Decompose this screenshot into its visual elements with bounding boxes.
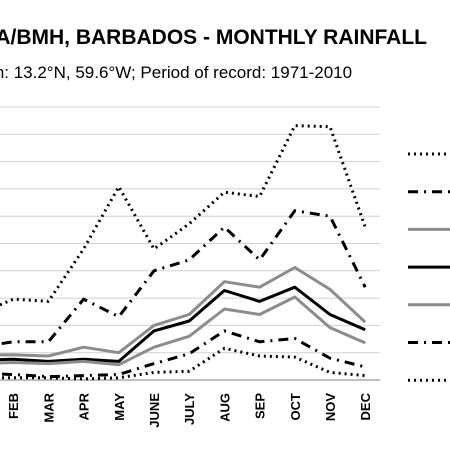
x-tick-label: JULY — [182, 393, 197, 425]
x-tick-label: DEC — [358, 392, 373, 420]
series-lines — [0, 124, 367, 381]
chart-title: GAIA/BMH, BARBADOS - MONTHLY RAINFALL — [0, 26, 427, 49]
series-line-1 — [0, 124, 367, 307]
x-tick-label: SEP — [253, 393, 268, 419]
x-tick-label: MAY — [112, 393, 127, 421]
x-tick-labels: JANFEBMARAPRMAYJUNEJULYAUGSEPOCTNOVDEC — [6, 392, 373, 428]
series-line-3 — [0, 266, 367, 358]
x-tick-label: NOV — [323, 393, 338, 422]
series-line-5 — [0, 295, 366, 367]
series-line-7 — [0, 346, 366, 381]
x-tick-label: FEB — [6, 393, 21, 419]
x-tick-label: JUNE — [147, 393, 162, 428]
legend — [408, 152, 450, 382]
series-line-2 — [0, 209, 367, 346]
x-tick-label: OCT — [288, 393, 303, 421]
series-line-6 — [0, 329, 366, 379]
gridlines — [0, 106, 380, 381]
series-line-4 — [0, 285, 366, 363]
x-tick-label: AUG — [217, 393, 232, 422]
x-tick-label: APR — [77, 392, 92, 420]
chart-subtitle: Location: 13.2°N, 59.6°W; Period of reco… — [0, 63, 352, 82]
x-tick-label: MAR — [41, 392, 56, 422]
